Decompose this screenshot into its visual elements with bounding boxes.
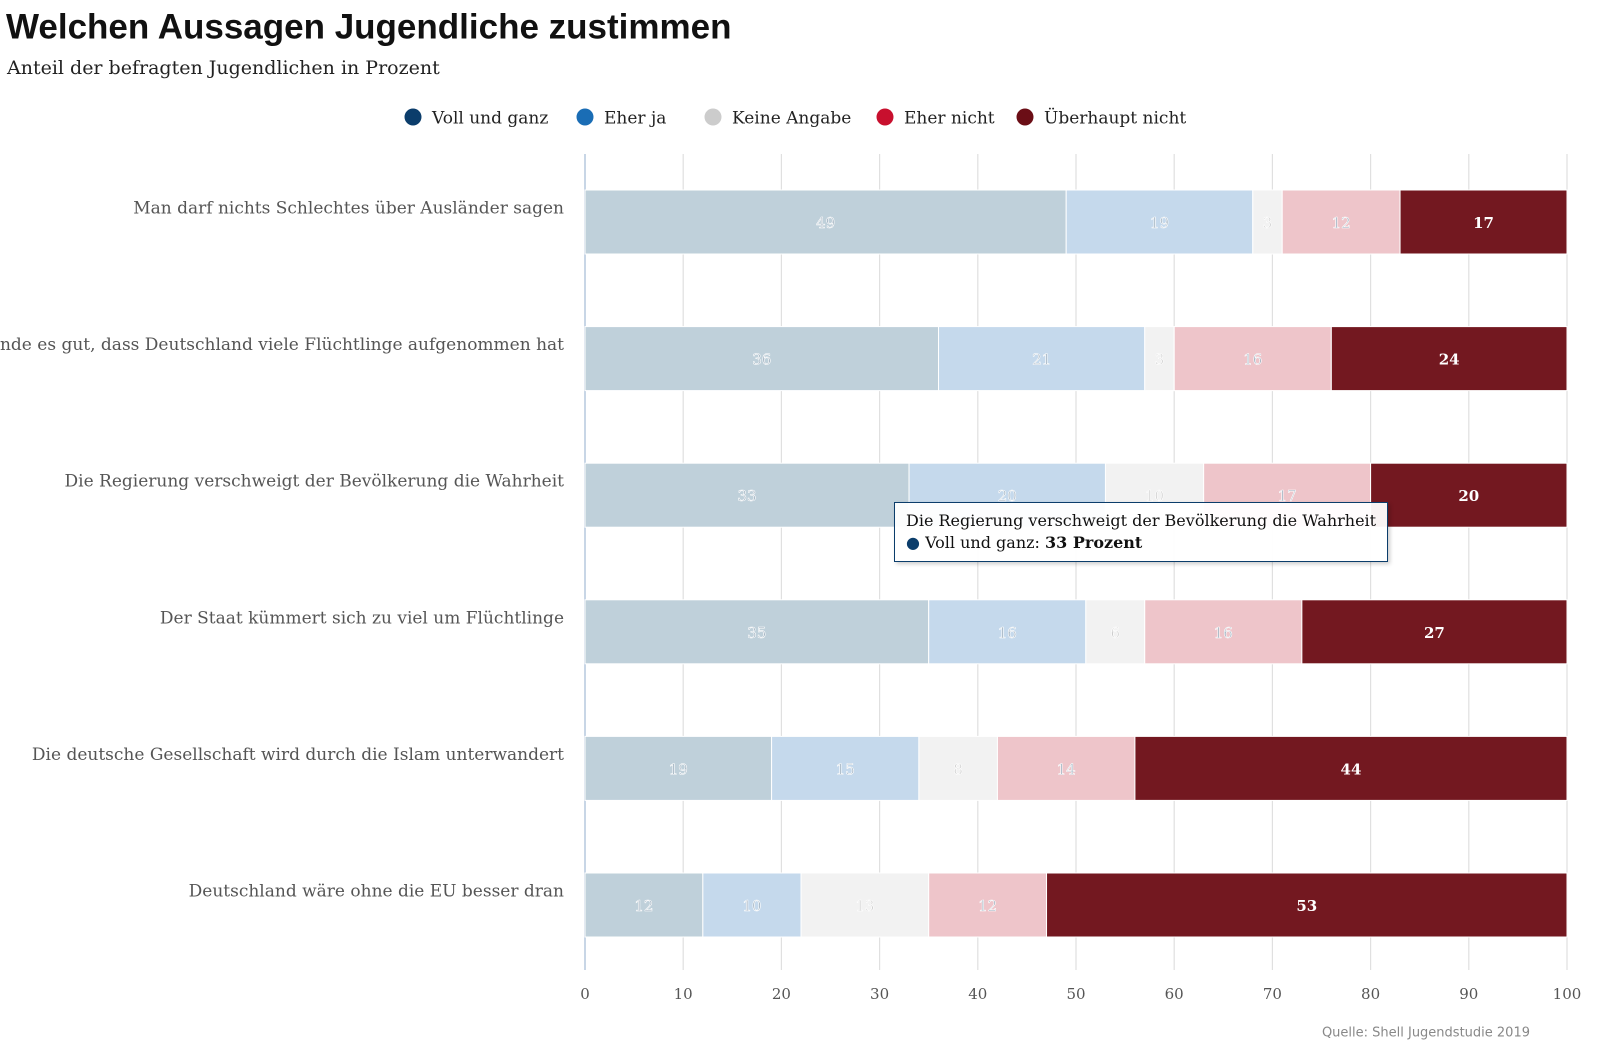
bar-segment bbox=[1134, 735, 1568, 801]
category-label: Deutschland wäre ohne die EU besser dran bbox=[189, 882, 564, 902]
data-label: 12 bbox=[978, 897, 997, 915]
data-label: 14 bbox=[1057, 760, 1076, 778]
data-label: 49 bbox=[816, 214, 835, 232]
legend-marker bbox=[876, 108, 894, 126]
data-label: 53 bbox=[1296, 897, 1317, 915]
bar-segment bbox=[584, 735, 773, 801]
legend-label: Überhaupt nicht bbox=[1044, 108, 1186, 129]
bar-segment bbox=[584, 872, 704, 938]
bar-segment bbox=[1301, 599, 1568, 665]
data-label: 27 bbox=[1424, 624, 1445, 642]
tooltip-title: Die Regierung verschweigt der Bevölkerun… bbox=[906, 511, 1377, 530]
bar-segment bbox=[1144, 599, 1303, 665]
data-label: 20 bbox=[998, 487, 1017, 505]
data-label: 16 bbox=[1243, 351, 1262, 369]
bar-segment bbox=[1144, 326, 1175, 392]
data-label: 12 bbox=[1332, 214, 1351, 232]
bar-segment bbox=[1399, 189, 1568, 255]
category-label: Ich finde es gut, dass Deutschland viele… bbox=[0, 335, 564, 355]
x-tick-label: 0 bbox=[580, 985, 590, 1003]
x-tick-label: 30 bbox=[870, 985, 889, 1003]
chart-subtitle: Anteil der befragten Jugendlichen in Pro… bbox=[6, 57, 440, 79]
data-label: 19 bbox=[669, 760, 688, 778]
x-tick-label: 90 bbox=[1459, 985, 1478, 1003]
x-tick-label: 70 bbox=[1263, 985, 1282, 1003]
x-tick-label: 40 bbox=[968, 985, 987, 1003]
data-label: 8 bbox=[953, 760, 963, 778]
bar-segment bbox=[1046, 872, 1568, 938]
data-label: 36 bbox=[752, 351, 771, 369]
category-label: Die Regierung verschweigt der Bevölkerun… bbox=[65, 472, 565, 492]
data-label: 15 bbox=[836, 760, 855, 778]
bar-segment bbox=[771, 735, 920, 801]
legend-marker bbox=[404, 108, 422, 126]
data-label: 10 bbox=[1145, 487, 1164, 505]
legend-label: Eher ja bbox=[604, 109, 666, 129]
tooltip-line: ● Voll und ganz: 33 Prozent bbox=[906, 533, 1143, 552]
bar-segment bbox=[584, 326, 940, 392]
x-tick-label: 100 bbox=[1553, 985, 1582, 1003]
category-label: Der Staat kümmert sich zu viel um Flücht… bbox=[160, 608, 564, 628]
bar-segment bbox=[702, 872, 802, 938]
data-label: 16 bbox=[998, 624, 1017, 642]
bar-segment bbox=[1252, 189, 1283, 255]
bar-segment bbox=[800, 872, 930, 938]
data-label: 44 bbox=[1341, 760, 1362, 778]
bar-segment bbox=[1065, 189, 1254, 255]
tooltip-value: 33 Prozent bbox=[1045, 533, 1143, 552]
data-label: 3 bbox=[1155, 351, 1165, 369]
data-label: 6 bbox=[1111, 624, 1121, 642]
legend-marker bbox=[704, 108, 722, 126]
bar-segment bbox=[996, 735, 1136, 801]
legend-label: Voll und ganz bbox=[431, 109, 548, 129]
legend-marker bbox=[1016, 108, 1034, 126]
data-label: 17 bbox=[1473, 214, 1494, 232]
data-label: 12 bbox=[634, 897, 653, 915]
legend-label: Keine Angabe bbox=[732, 109, 851, 129]
source: Quelle: Shell Jugendstudie 2019 bbox=[1322, 1026, 1530, 1041]
legend-label: Eher nicht bbox=[904, 109, 995, 129]
bar-segment bbox=[584, 462, 910, 528]
x-tick-label: 20 bbox=[772, 985, 791, 1003]
bar-segment bbox=[1370, 462, 1568, 528]
data-label: 17 bbox=[1278, 487, 1297, 505]
bar-segment bbox=[1330, 326, 1568, 392]
data-label: 16 bbox=[1214, 624, 1233, 642]
data-label: 10 bbox=[742, 897, 761, 915]
data-label: 19 bbox=[1150, 214, 1169, 232]
bar-segment bbox=[1281, 189, 1401, 255]
data-label: 13 bbox=[855, 897, 874, 915]
data-label: 21 bbox=[1032, 351, 1051, 369]
x-tick-label: 50 bbox=[1066, 985, 1085, 1003]
bar-segment bbox=[928, 599, 1087, 665]
x-tick-label: 80 bbox=[1361, 985, 1380, 1003]
bar-segment bbox=[938, 326, 1146, 392]
data-label: 33 bbox=[737, 487, 756, 505]
bar-segment bbox=[1085, 599, 1146, 665]
tooltip-label: Voll und ganz: bbox=[925, 533, 1040, 552]
data-label: 35 bbox=[747, 624, 766, 642]
data-label: 24 bbox=[1439, 351, 1460, 369]
tooltip: Die Regierung verschweigt der Bevölkerun… bbox=[894, 502, 1389, 562]
category-label: Die deutsche Gesellschaft wird durch die… bbox=[32, 745, 564, 765]
chart-title: Welchen Aussagen Jugendliche zustimmen bbox=[6, 7, 731, 46]
legend-marker bbox=[576, 108, 594, 126]
data-label: 3 bbox=[1263, 214, 1273, 232]
bar-segment bbox=[1173, 326, 1332, 392]
bar-segment bbox=[584, 599, 930, 665]
data-label: 20 bbox=[1458, 487, 1479, 505]
x-tick-label: 10 bbox=[674, 985, 693, 1003]
x-tick-label: 60 bbox=[1165, 985, 1184, 1003]
bar-segment bbox=[928, 872, 1048, 938]
category-label: Man darf nichts Schlechtes über Auslände… bbox=[133, 199, 564, 219]
